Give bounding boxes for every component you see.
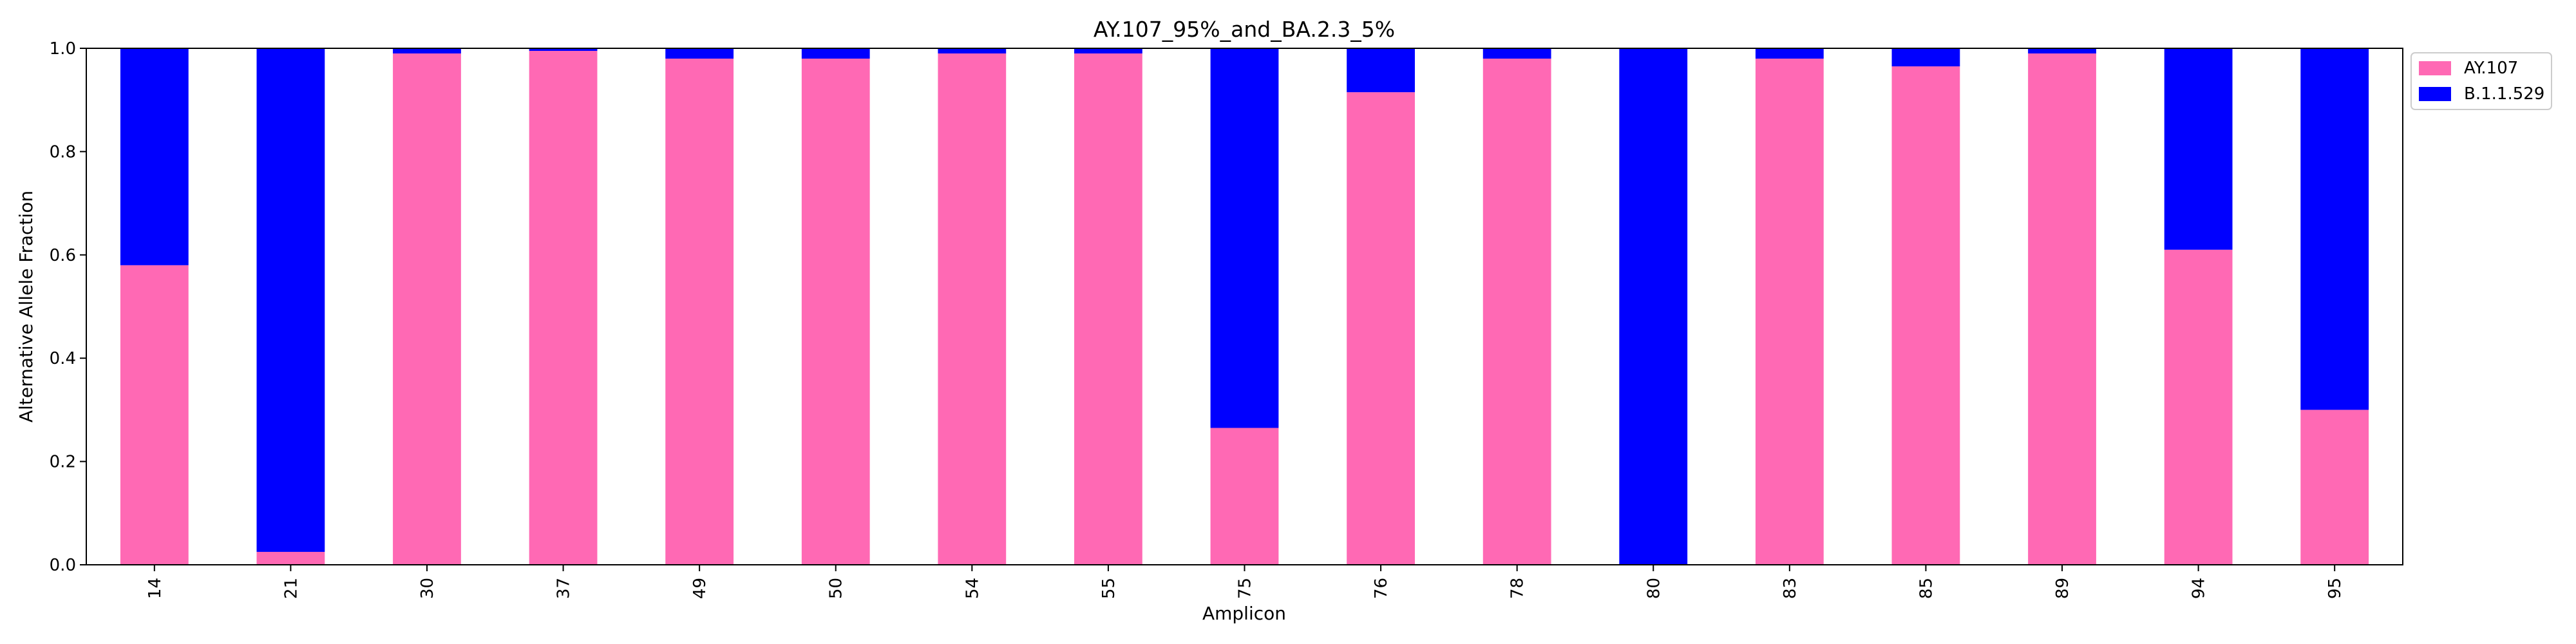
bar-B.1.1.529-83 bbox=[1755, 48, 1824, 59]
bar-AY.107-49 bbox=[665, 59, 734, 565]
bar-B.1.1.529-75 bbox=[1210, 48, 1279, 428]
bar-B.1.1.529-95 bbox=[2300, 48, 2369, 410]
bar-AY.107-95 bbox=[2300, 410, 2369, 565]
bar-AY.107-85 bbox=[1891, 66, 1960, 565]
x-tick-label: 80 bbox=[1644, 578, 1663, 599]
x-tick-label: 37 bbox=[554, 578, 574, 599]
bar-B.1.1.529-78 bbox=[1482, 48, 1551, 59]
x-tick-label: 14 bbox=[146, 578, 165, 599]
bar-B.1.1.529-50 bbox=[801, 48, 870, 59]
bar-AY.107-55 bbox=[1074, 53, 1142, 565]
bar-AY.107-30 bbox=[393, 53, 461, 565]
bars-layer bbox=[120, 48, 2369, 565]
y-tick-label: 0.6 bbox=[50, 246, 76, 265]
y-tick-label: 0.8 bbox=[50, 142, 76, 162]
x-tick-label: 30 bbox=[418, 578, 437, 599]
legend-label-B.1.1.529: B.1.1.529 bbox=[2464, 84, 2544, 104]
x-tick-label: 94 bbox=[2190, 578, 2209, 599]
x-tick-label: 95 bbox=[2325, 578, 2345, 599]
bar-AY.107-14 bbox=[120, 265, 189, 565]
x-tick-label: 83 bbox=[1781, 578, 1800, 599]
y-tick-label: 1.0 bbox=[50, 39, 76, 59]
x-tick-label: 21 bbox=[281, 578, 301, 599]
bar-B.1.1.529-54 bbox=[938, 48, 1007, 54]
legend-swatch-B.1.1.529 bbox=[2419, 87, 2451, 101]
x-tick-label: 76 bbox=[1372, 578, 1391, 599]
plot-frame bbox=[86, 48, 2403, 565]
legend-swatch-AY.107 bbox=[2419, 61, 2451, 75]
bar-B.1.1.529-89 bbox=[2028, 48, 2096, 54]
x-axis-label: Amplicon bbox=[1202, 603, 1286, 624]
y-tick-label: 0.2 bbox=[50, 453, 76, 472]
bar-AY.107-21 bbox=[256, 551, 325, 565]
x-axis: 14 21 30 37 49 50 54 55 75 76 78 80 83 85 89 94 95 bbox=[146, 565, 2345, 599]
bar-B.1.1.529-94 bbox=[2164, 48, 2233, 250]
bar-AY.107-94 bbox=[2164, 249, 2233, 565]
bar-AY.107-83 bbox=[1755, 59, 1824, 565]
bar-B.1.1.529-21 bbox=[256, 48, 325, 552]
legend-label-AY.107: AY.107 bbox=[2464, 59, 2518, 78]
x-tick-label: 89 bbox=[2053, 578, 2072, 599]
bar-AY.107-78 bbox=[1482, 59, 1551, 565]
x-tick-label: 54 bbox=[963, 578, 982, 599]
bar-B.1.1.529-30 bbox=[393, 48, 461, 54]
bar-B.1.1.529-49 bbox=[665, 48, 734, 59]
x-tick-label: 50 bbox=[827, 578, 846, 599]
bar-AY.107-37 bbox=[529, 51, 598, 565]
y-tick-label: 0.4 bbox=[50, 349, 76, 368]
bar-AY.107-75 bbox=[1210, 428, 1279, 565]
bar-B.1.1.529-76 bbox=[1347, 48, 1415, 93]
legend: AY.107 B.1.1.529 bbox=[2410, 52, 2552, 110]
x-tick-label: 78 bbox=[1508, 578, 1528, 599]
bar-AY.107-76 bbox=[1347, 92, 1415, 565]
bar-AY.107-50 bbox=[801, 59, 870, 565]
bar-B.1.1.529-80 bbox=[1619, 48, 1688, 565]
x-tick-label: 85 bbox=[1917, 578, 1936, 599]
y-tick-label: 0.0 bbox=[50, 556, 76, 575]
bar-B.1.1.529-85 bbox=[1891, 48, 1960, 67]
y-axis: 0.0 0.2 0.4 0.6 0.8 1.0 bbox=[50, 39, 86, 575]
x-tick-label: 75 bbox=[1236, 578, 1255, 599]
bar-AY.107-54 bbox=[938, 53, 1007, 565]
bar-B.1.1.529-14 bbox=[120, 48, 189, 265]
bar-B.1.1.529-37 bbox=[529, 48, 598, 52]
y-axis-label: Alternative Allele Fraction bbox=[15, 191, 37, 422]
x-tick-label: 55 bbox=[1099, 578, 1119, 599]
bar-AY.107-89 bbox=[2028, 53, 2096, 565]
bar-B.1.1.529-55 bbox=[1074, 48, 1142, 54]
chart-title: AY.107_95%_and_BA.2.3_5% bbox=[1094, 17, 1395, 42]
x-tick-label: 49 bbox=[690, 578, 710, 599]
